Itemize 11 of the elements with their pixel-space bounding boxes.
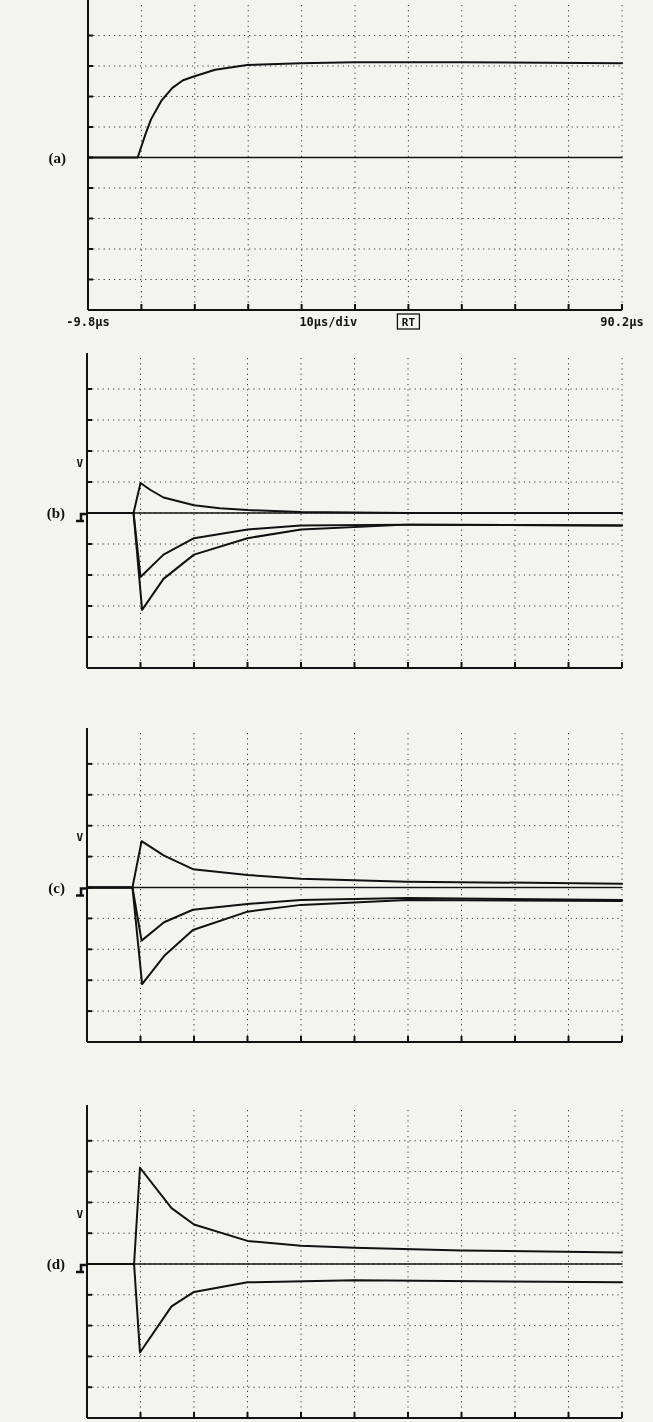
text: RT [401,316,416,329]
text: (c) [48,879,65,897]
x-tick-label: -9.8µs [66,315,110,329]
x-tick-label: 90.2µs [600,315,644,329]
x-axis-title: 10µs/div [299,315,358,329]
text: V [76,456,84,470]
text: (a) [48,149,66,167]
text: (b) [46,505,65,522]
text: (d) [46,1256,65,1273]
text: V [76,831,84,845]
text: V [76,1207,84,1221]
